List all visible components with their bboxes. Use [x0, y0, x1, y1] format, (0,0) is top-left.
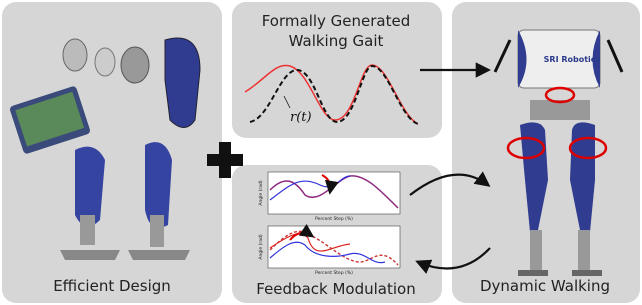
diagram: Efficient Design Formally Generated Walk… [0, 0, 642, 305]
design-title: Efficient Design [53, 277, 171, 295]
y-axis-label: Angle (rad) [258, 180, 264, 205]
gait-title-line: Formally Generated [262, 12, 411, 30]
x-axis-label: Percent Step (%) [315, 216, 353, 222]
walking-title: Dynamic Walking [480, 277, 610, 295]
y-axis-label: Angle (rad) [258, 234, 264, 259]
gait-title-line: Walking Gait [289, 32, 384, 50]
x-axis-label: Percent Step (%) [315, 270, 353, 276]
curve-label: r(t) [290, 110, 312, 125]
robot-label: SRI Robotics [544, 55, 601, 64]
feedback-title: Feedback Modulation [256, 280, 415, 298]
page: Efficient Design Formally Generated Walk… [0, 0, 642, 305]
